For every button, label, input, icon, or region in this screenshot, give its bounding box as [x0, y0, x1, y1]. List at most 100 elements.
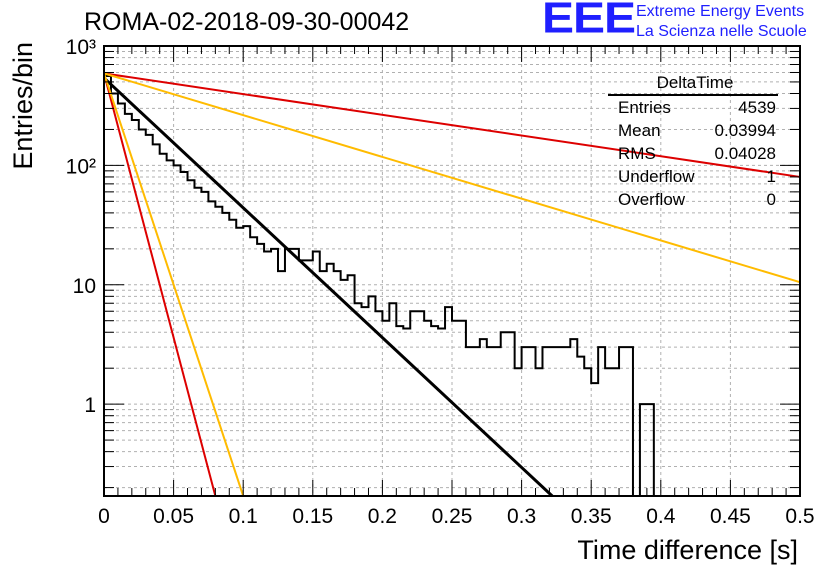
histogram-bin	[111, 94, 118, 496]
logo-caption-line2: La Scienza nelle Scuole	[636, 23, 807, 40]
histogram-bin	[194, 188, 201, 496]
histogram-bin	[375, 311, 382, 496]
histogram-bin	[118, 103, 125, 496]
y-axis-label: Entries/bin	[8, 42, 38, 170]
exponential-fit-line	[103, 73, 245, 497]
histogram-bin	[424, 321, 431, 496]
stats-row-underflow: Underflow 1	[612, 165, 778, 188]
histogram-bin	[515, 368, 522, 496]
histogram-bin	[389, 303, 396, 496]
x-tick-label: 0	[98, 505, 110, 528]
histogram-series	[104, 75, 661, 497]
histogram-bin	[577, 357, 584, 496]
histogram-bin	[563, 347, 570, 496]
histogram-bin	[264, 251, 271, 496]
stats-title: DeltaTime	[656, 73, 734, 92]
histogram-bin	[431, 326, 438, 496]
y-tick-label: 10²	[66, 155, 96, 178]
histogram-bin	[355, 303, 362, 496]
stats-value: 1	[766, 167, 776, 186]
x-tick-label: 0.1	[229, 505, 258, 528]
histogram-bin	[647, 404, 654, 496]
x-tick-label: 0.05	[153, 505, 194, 528]
histogram-bin	[508, 332, 515, 496]
histogram-bin	[215, 207, 222, 496]
stats-label: RMS	[618, 144, 656, 163]
histogram-bin	[327, 264, 334, 496]
grid-lines	[104, 46, 800, 496]
stats-label: Overflow	[618, 190, 686, 209]
stats-row-rms: RMS 0.04028	[612, 142, 778, 165]
histogram-bin	[243, 226, 250, 496]
histogram-bin	[257, 244, 264, 496]
histogram-bin	[536, 368, 543, 496]
x-tick-label: 0.2	[368, 505, 397, 528]
exponential-fit-line	[103, 73, 217, 497]
histogram-bin	[403, 329, 410, 496]
y-tick-label: 1	[84, 394, 96, 417]
histogram-bin	[306, 260, 313, 496]
x-tick-label: 0.25	[432, 505, 473, 528]
histogram-bin	[104, 76, 111, 496]
histogram-bin	[250, 237, 257, 496]
histogram-bin	[619, 347, 626, 496]
stats-divider	[608, 94, 778, 96]
histogram-bin	[494, 347, 501, 496]
exponential-fit-line	[103, 72, 801, 178]
x-tick-label: 0.5	[785, 505, 814, 528]
stats-value: 0	[766, 190, 776, 209]
stats-value: 0.03994	[714, 121, 776, 140]
x-tick-label: 0.4	[646, 505, 676, 528]
histogram-bin	[362, 307, 369, 496]
histogram-bin	[236, 228, 243, 496]
histogram-bin	[410, 311, 417, 496]
exponential-fit-line	[103, 72, 801, 284]
histogram-bin	[549, 347, 556, 496]
histogram-bin	[341, 280, 348, 496]
histogram-bin	[487, 347, 494, 496]
tick-labels: 0 0.05 0.1 0.15 0.2 0.25 0.3 0.35 0.4 0.45 0.51101…	[66, 36, 815, 528]
histogram-bin	[320, 271, 327, 496]
chart-title: ROMA-02-2018-09-30-00042	[84, 8, 410, 36]
y-tick-label: 10	[73, 275, 96, 298]
histogram-bin	[382, 321, 389, 496]
y-tick-label: 10³	[66, 36, 96, 59]
x-tick-label: 0.35	[571, 505, 612, 528]
stats-label: Entries	[618, 98, 671, 117]
stats-value: 0.04028	[714, 144, 776, 163]
histogram-bin	[591, 383, 598, 496]
logo-caption-line1: Extreme Energy Events	[636, 3, 805, 20]
exponential-fit-line	[102, 76, 554, 498]
axis-ticks	[103, 46, 801, 496]
x-axis-label: Time difference [s]	[577, 535, 798, 565]
eee-logo: EEE	[542, 0, 636, 43]
histogram-bin	[584, 368, 591, 496]
x-tick-label: 0.3	[507, 505, 536, 528]
histogram-bin	[278, 271, 285, 496]
histogram-bin	[612, 368, 619, 496]
histogram-bin	[480, 339, 487, 496]
histogram-bin	[299, 260, 306, 496]
histogram-bin	[438, 329, 445, 496]
histogram-bin	[153, 144, 160, 496]
histogram-bin	[542, 347, 549, 496]
histogram-bin	[208, 201, 215, 496]
histogram-bin	[417, 311, 424, 496]
stats-row-overflow: Overflow 0	[612, 188, 778, 211]
stats-row-mean: Mean 0.03994	[612, 119, 778, 142]
stats-box: DeltaTime Entries 4539 Mean 0.03994 RMS …	[608, 72, 778, 211]
histogram-bin	[160, 154, 167, 496]
histogram-bin	[556, 347, 563, 496]
histogram-bin	[285, 249, 292, 496]
histogram-bin	[334, 271, 341, 496]
histogram-bin	[598, 347, 605, 496]
fit-lines	[102, 72, 801, 498]
histogram-bin	[626, 347, 633, 496]
histogram-outline	[104, 75, 661, 497]
x-tick-label: 0.45	[710, 505, 751, 528]
stats-label: Underflow	[618, 167, 695, 186]
x-tick-label: 0.15	[292, 505, 333, 528]
stats-label: Mean	[618, 121, 661, 140]
histogram-bin	[313, 251, 320, 496]
